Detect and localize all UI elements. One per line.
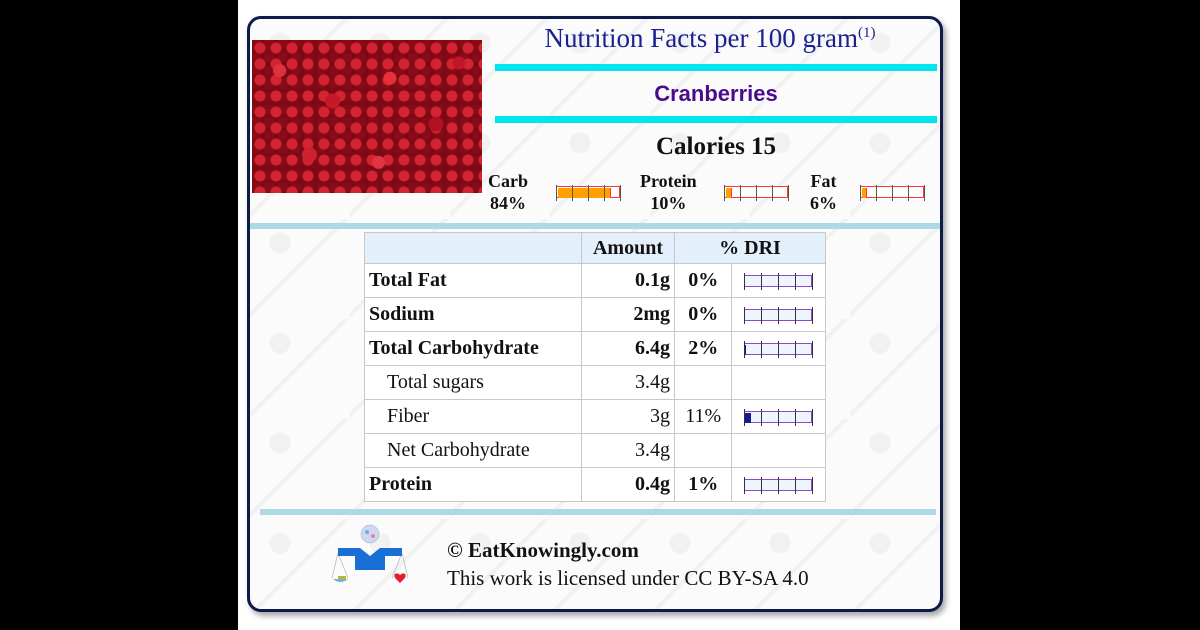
food-name: Cranberries	[654, 81, 778, 106]
nutrient-amount: 3.4g	[581, 365, 675, 400]
nutrient-amount: 0.1g	[581, 263, 675, 298]
dri-bar	[743, 273, 814, 291]
dri-bar-empty	[731, 365, 826, 400]
page-title: Nutrition Facts per 100 gram(1)	[490, 23, 930, 54]
nutrient-label: Total sugars	[364, 365, 582, 400]
nutrient-amount: 3.4g	[581, 433, 675, 468]
copyright-text: © EatKnowingly.com	[447, 538, 639, 562]
nutrient-label: Protein	[364, 467, 582, 502]
macro-percent: 6%	[810, 193, 837, 213]
macro-carb-bar	[556, 185, 622, 201]
macro-name: Protein	[640, 171, 697, 191]
nutrient-amount: 3g	[581, 399, 675, 434]
title-text: Nutrition Facts per 100 gram	[544, 23, 858, 53]
nutrient-dri: 11%	[673, 399, 733, 434]
dri-bar	[743, 307, 814, 325]
calories-label: Calories 15	[655, 133, 777, 160]
table-row: Protein 0.4g 1%	[364, 467, 826, 502]
dri-bar	[743, 409, 814, 427]
cyan-divider-top	[495, 64, 937, 71]
macro-percent: 84%	[490, 193, 526, 213]
macro-name: Carb	[488, 171, 528, 191]
table-row: Net Carbohydrate 3.4g	[364, 433, 826, 468]
nutrient-dri: 1%	[673, 467, 733, 502]
nutrient-label: Sodium	[364, 297, 582, 332]
nutrient-label: Total Fat	[364, 263, 582, 298]
macro-protein-label: Protein 10%	[640, 170, 697, 214]
nutrient-label: Net Carbohydrate	[364, 433, 582, 468]
table-row: Total Carbohydrate 6.4g 2%	[364, 331, 826, 366]
dri-bar-empty	[731, 433, 826, 468]
header-nutrient	[364, 232, 582, 264]
dri-bar	[743, 477, 814, 495]
dri-bar	[743, 341, 814, 359]
nutrition-table: Amount % DRI Total Fat 0.1g 0% Sodium 2m…	[364, 232, 826, 502]
license-link[interactable]: This work is licensed under CC BY-SA 4.0	[447, 566, 809, 590]
nutrient-dri: 0%	[673, 297, 733, 332]
header-dri: % DRI	[674, 232, 826, 264]
macro-protein-bar	[724, 185, 790, 201]
nutrient-label: Fiber	[364, 399, 582, 434]
table-row: Total sugars 3.4g	[364, 365, 826, 400]
macro-percent: 10%	[650, 193, 687, 213]
nutrient-label: Total Carbohydrate	[364, 331, 582, 366]
nutrient-amount: 0.4g	[581, 467, 675, 502]
section-divider-top	[250, 223, 940, 229]
nutrient-dri: 0%	[673, 263, 733, 298]
food-photo-cranberries	[252, 40, 482, 193]
nutrient-dri	[673, 365, 733, 400]
eatknowingly-logo-icon	[331, 524, 409, 583]
cyan-divider-bottom	[495, 116, 937, 123]
section-divider-bottom	[260, 509, 936, 515]
table-header-row: Amount % DRI	[364, 232, 826, 264]
macro-fat-bar	[860, 185, 926, 201]
nutrient-dri: 2%	[673, 331, 733, 366]
header-amount: Amount	[581, 232, 675, 264]
table-row: Sodium 2mg 0%	[364, 297, 826, 332]
macro-carb-label: Carb 84%	[488, 170, 528, 214]
nutrient-amount: 6.4g	[581, 331, 675, 366]
macro-fat-label: Fat 6%	[810, 170, 837, 214]
page: Nutrition Facts per 100 gram(1) Cranberr…	[238, 0, 960, 630]
table-row: Fiber 3g 11%	[364, 399, 826, 434]
table-row: Total Fat 0.1g 0%	[364, 263, 826, 298]
macro-name: Fat	[810, 171, 837, 191]
title-footnote-link[interactable]: (1)	[857, 25, 876, 41]
nutrition-label-card: Nutrition Facts per 100 gram(1) Cranberr…	[247, 16, 943, 612]
nutrient-amount: 2mg	[581, 297, 675, 332]
nutrient-dri	[673, 433, 733, 468]
